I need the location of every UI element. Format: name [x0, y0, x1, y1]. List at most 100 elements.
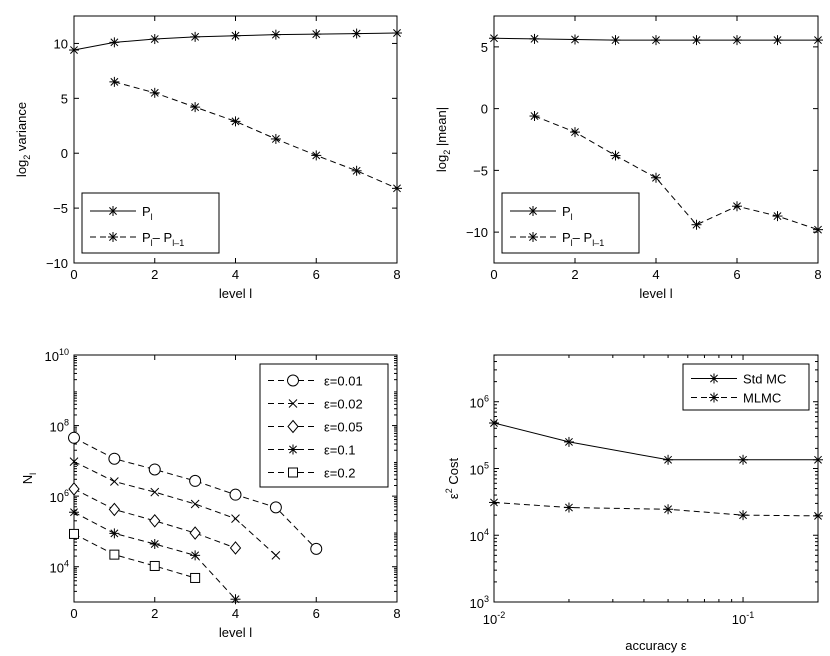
y-tick-label: 106 [50, 488, 69, 505]
legend-marker [709, 373, 719, 384]
y-tick-label: 0 [61, 146, 68, 161]
series-1 [529, 111, 823, 235]
legend-label: Pl– Pl–1 [142, 230, 184, 248]
data-point [270, 29, 281, 40]
legend-label: Std MC [743, 372, 786, 387]
legend-marker [709, 392, 719, 403]
data-point [489, 418, 499, 429]
data-point [189, 526, 201, 540]
x-tick-label: 4 [232, 267, 239, 282]
y-axis-label: Nl [20, 473, 38, 484]
x-axis-label: level l [219, 625, 252, 640]
series-1 [69, 457, 281, 560]
data-point [663, 504, 674, 515]
data-point [489, 497, 499, 508]
data-point [570, 34, 580, 45]
legend-marker [287, 419, 299, 434]
data-point [69, 457, 79, 466]
chart-variance: 0 2 4 6 8 −10 −5 0 5 10 level l log2 variance Pl Pl– … [14, 15, 402, 301]
legend: ε=0.01 ε=0.02 ε=0.05 ε=0.1 ε=0.2 [259, 363, 389, 488]
legend-label: Pl– Pl–1 [562, 230, 604, 248]
data-point [149, 560, 160, 571]
data-point [149, 539, 160, 550]
x-tick-label: 6 [313, 606, 320, 621]
series-line [73, 511, 236, 600]
data-point [229, 541, 242, 555]
data-point [271, 550, 281, 560]
chart-mean: 0 2 4 6 8 −10 −5 0 5 level l log2 |mean| Pl Pl– Pl–1 [434, 15, 823, 301]
legend-marker [288, 444, 298, 455]
y-tick-label: −10 [46, 256, 68, 271]
series-0 [68, 431, 323, 555]
y-tick-label: 0 [481, 102, 488, 117]
data-point [738, 454, 749, 465]
data-point [813, 224, 823, 235]
data-point [310, 542, 323, 555]
y-tick-label: −5 [53, 201, 68, 216]
data-point [489, 33, 499, 44]
y-tick-label: 103 [470, 594, 489, 611]
data-point [230, 594, 241, 605]
data-point [69, 528, 79, 539]
series-2 [68, 482, 242, 555]
y-tick-label: 105 [470, 460, 489, 477]
x-tick-label: 6 [733, 267, 740, 282]
x-tick-label: 2 [151, 606, 158, 621]
data-point [732, 35, 742, 46]
data-point [270, 133, 281, 144]
series-line [73, 461, 277, 556]
data-point [68, 431, 80, 444]
legend: Pl Pl– Pl–1 [81, 192, 220, 254]
legend-label: MLMC [743, 391, 781, 406]
data-point [190, 31, 201, 42]
y-tick-label: −10 [466, 225, 488, 240]
x-tick-label: 6 [313, 267, 320, 282]
legend-box [501, 192, 640, 254]
data-point [110, 477, 119, 486]
series-line [534, 115, 819, 231]
x-tick-label: 2 [151, 267, 158, 282]
data-point [149, 87, 160, 98]
series-line [73, 533, 196, 579]
legend-marker [528, 232, 538, 242]
data-point [69, 507, 79, 518]
data-point [69, 45, 79, 56]
x-tick-label: 8 [393, 267, 400, 282]
legend-box [81, 192, 220, 254]
legend-label: ε=0.02 [324, 397, 363, 412]
x-tick-label: 8 [393, 606, 400, 621]
series-1 [109, 76, 402, 194]
y-tick-label: 1010 [45, 347, 69, 364]
data-point [610, 35, 621, 46]
legend-marker [108, 206, 118, 216]
y-axis-label: log2 variance [14, 102, 32, 177]
data-point [651, 35, 661, 46]
data-point [529, 111, 540, 122]
data-point [148, 463, 161, 476]
data-point [189, 474, 202, 487]
data-point [108, 452, 121, 465]
y-tick-label: 5 [61, 91, 68, 106]
legend-marker [108, 232, 118, 242]
data-point [813, 454, 824, 465]
data-point [109, 76, 120, 87]
y-axis-label: ε2 Cost [444, 458, 461, 500]
y-tick-label: −5 [473, 163, 488, 178]
data-point [651, 172, 661, 183]
legend-label: ε=0.2 [324, 466, 355, 481]
data-point [570, 127, 580, 138]
x-tick-label: 8 [814, 267, 821, 282]
legend-label: ε=0.1 [324, 443, 355, 458]
data-point [351, 28, 362, 39]
legend: Std MC MLMC [682, 363, 810, 411]
series-0 [69, 28, 402, 56]
data-point [311, 29, 322, 40]
legend-label: Pl [562, 204, 573, 222]
y-tick-label: 5 [481, 40, 488, 55]
legend-marker [287, 374, 299, 387]
series-3 [69, 507, 241, 605]
series-line [114, 81, 398, 189]
data-point [311, 150, 322, 161]
data-point [663, 454, 674, 465]
